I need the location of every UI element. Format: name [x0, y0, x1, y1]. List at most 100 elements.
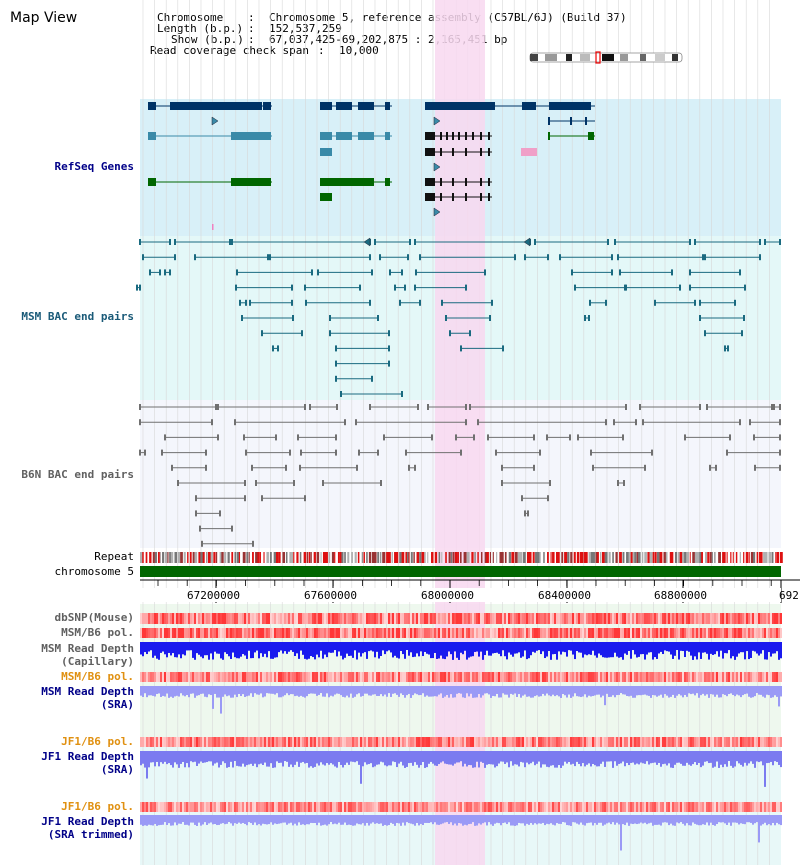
depth-bin — [606, 751, 608, 762]
repeat-element — [363, 552, 365, 563]
polymorphism-bin — [370, 802, 372, 812]
depth-bin — [382, 751, 384, 763]
polymorphism-bin — [594, 613, 596, 624]
depth-bin — [362, 815, 364, 824]
polymorphism-bin — [676, 628, 678, 638]
polymorphism-bin — [572, 672, 574, 682]
msm-end-right — [159, 269, 161, 276]
depth-bin — [424, 686, 426, 697]
depth-bin — [506, 686, 508, 695]
polymorphism-bin — [630, 628, 632, 638]
polymorphism-bin — [358, 737, 360, 747]
msm-end-right — [607, 239, 609, 245]
depth-bin — [510, 815, 512, 826]
msm-end-left — [689, 269, 691, 276]
polymorphism-bin — [210, 802, 212, 812]
polymorphism-bin — [388, 737, 390, 747]
polymorphism-bin — [236, 737, 238, 747]
show-sep: : — [248, 33, 262, 46]
refseq-genes-track[interactable] — [148, 102, 595, 230]
depth-bin — [270, 815, 272, 823]
polymorphism-bin — [590, 802, 592, 812]
depth-bin — [220, 686, 222, 714]
polymorphism-bin — [230, 802, 232, 812]
repeat-element — [159, 552, 161, 563]
depth-bin — [610, 686, 612, 697]
polymorphism-bin — [198, 737, 200, 747]
depth-bin — [470, 815, 472, 824]
repeat-element — [732, 552, 734, 563]
polymorphism-bin — [146, 613, 148, 624]
depth-bin — [770, 815, 772, 826]
polymorphism-bin — [448, 672, 450, 682]
polymorphism-bin — [166, 737, 168, 747]
b6n-end-left — [139, 449, 141, 456]
polymorphism-bin — [348, 628, 350, 638]
polymorphism-bin — [208, 802, 210, 812]
polymorphism-bin — [664, 737, 666, 747]
depth-bin — [244, 686, 246, 697]
depth-bin — [466, 751, 468, 767]
gene-exon — [320, 132, 332, 140]
depth-bin — [648, 642, 650, 653]
depth-bin — [190, 686, 192, 694]
depth-bin — [504, 751, 506, 764]
b6n-end-right — [547, 495, 549, 502]
depth-bin — [768, 815, 770, 825]
depth-bin — [432, 642, 434, 659]
depth-bin — [242, 751, 244, 764]
polymorphism-bin — [406, 613, 408, 624]
polymorphism-bin — [704, 613, 706, 624]
polymorphism-bin — [662, 737, 664, 747]
b6n-bac-track[interactable] — [139, 404, 781, 547]
polymorphism-bin — [544, 613, 546, 624]
depth-bin — [172, 642, 174, 654]
msm-end-right — [311, 269, 313, 276]
polymorphism-bin — [470, 737, 472, 747]
depth-bin — [340, 686, 342, 696]
polymorphism-bin — [528, 737, 530, 747]
polymorphism-bin — [246, 628, 248, 638]
polymorphism-bin — [334, 613, 336, 624]
depth-bin — [320, 686, 322, 694]
polymorphism-bin — [566, 628, 568, 638]
polymorphism-bin — [644, 802, 646, 812]
polymorphism-bin — [260, 613, 262, 624]
polymorphism-bin — [410, 613, 412, 624]
depth-bin — [692, 815, 694, 823]
track-label-b6n-bac[interactable]: B6N BAC end pairs — [21, 468, 134, 481]
polymorphism-bin — [500, 672, 502, 682]
msm-bac-track[interactable] — [136, 237, 781, 397]
depth-bin — [178, 815, 180, 824]
polymorphism-bin — [620, 613, 622, 624]
polymorphism-bin — [534, 802, 536, 812]
b6n-end-right — [244, 480, 246, 486]
repeat-element — [192, 552, 195, 563]
polymorphism-bin — [260, 802, 262, 812]
chromosome-ideogram[interactable] — [529, 51, 683, 64]
depth-bin — [614, 751, 616, 762]
depth-bin — [480, 815, 482, 825]
b6n-end-left — [577, 434, 579, 441]
b6n-end-left — [455, 434, 457, 441]
polymorphism-bin — [152, 613, 154, 624]
strand-arrow — [433, 162, 441, 172]
depth-bin — [780, 686, 782, 697]
depth-bin — [652, 751, 654, 763]
track-label-msm-bac[interactable]: MSM BAC end pairs — [21, 310, 134, 323]
depth-bin — [226, 815, 228, 824]
polymorphism-bin — [670, 672, 672, 682]
b6n-end-right — [569, 434, 571, 441]
repeat-element — [710, 552, 712, 563]
polymorphism-bin — [600, 802, 602, 812]
polymorphism-bin — [706, 672, 708, 682]
polymorphism-bin — [570, 672, 572, 682]
b6n-end-left — [405, 449, 407, 456]
msm-end-left — [142, 254, 144, 261]
polymorphism-tracks — [140, 613, 782, 812]
polymorphism-bin — [384, 613, 386, 624]
depth-bin — [546, 686, 548, 694]
track-label-refseq[interactable]: RefSeq Genes — [54, 160, 134, 173]
polymorphism-bin — [526, 672, 528, 682]
